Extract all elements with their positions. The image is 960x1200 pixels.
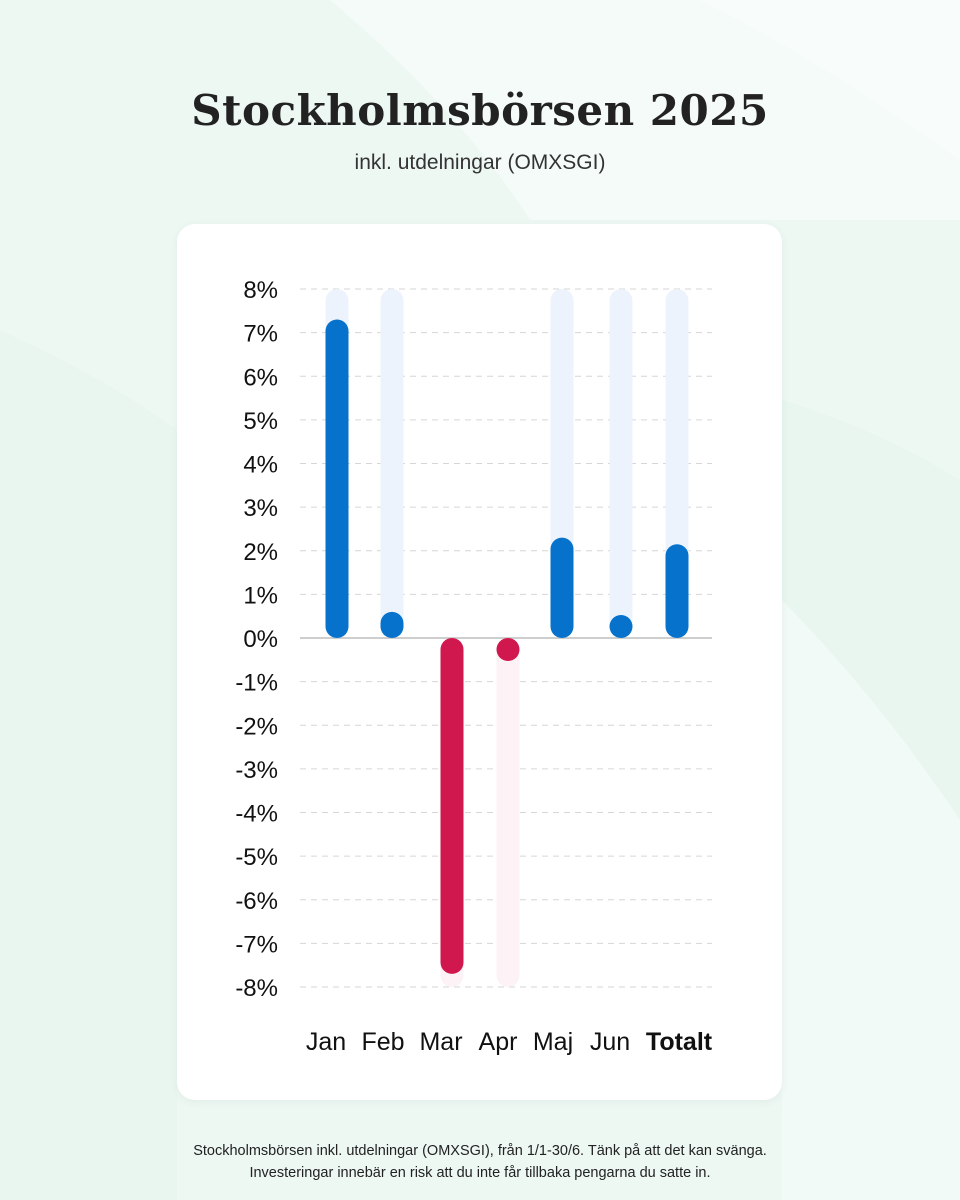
footnote-line-2: Investeringar innebär en risk att du int… xyxy=(249,1165,711,1181)
x-label-mar: Mar xyxy=(419,1028,462,1056)
y-tick-label: -7% xyxy=(235,931,278,958)
grid-layer xyxy=(300,288,712,988)
y-tick-label: 7% xyxy=(243,321,278,348)
y-tick-label: -1% xyxy=(235,670,278,697)
bar-jun xyxy=(609,615,633,638)
bar-mar xyxy=(440,638,464,974)
x-label-jun: Jun xyxy=(590,1028,630,1056)
page-subtitle: inkl. utdelningar (OMXSGI) xyxy=(354,151,606,174)
footnote-line-1: Stockholmsbörsen inkl. utdelningar (OMXS… xyxy=(193,1143,767,1159)
x-label-apr: Apr xyxy=(479,1028,518,1056)
y-tick-label: -4% xyxy=(235,801,278,828)
y-tick-label: -8% xyxy=(235,975,278,1002)
bar-layer xyxy=(325,319,689,974)
x-label-maj: Maj xyxy=(533,1028,573,1056)
bar-feb xyxy=(380,611,404,638)
x-label-totalt: Totalt xyxy=(646,1028,713,1056)
bar-jan xyxy=(325,319,349,638)
y-tick-label: -2% xyxy=(235,713,278,740)
bar-maj xyxy=(550,537,574,638)
y-tick-label: 6% xyxy=(243,364,278,391)
y-tick-label: -6% xyxy=(235,888,278,915)
y-tick-label: 5% xyxy=(243,408,278,435)
y-tick-label: 8% xyxy=(243,277,278,304)
y-tick-label: 2% xyxy=(243,539,278,566)
y-tick-label: 0% xyxy=(243,626,278,653)
footnote: Stockholmsbörsen inkl. utdelningar (OMXS… xyxy=(0,1140,960,1184)
y-tick-label: 4% xyxy=(243,452,278,479)
y-tick-label: 3% xyxy=(243,495,278,522)
y-axis-ticks: 8% 7% 6% 5% 4% 3% 2% 1% 0% -1% -2% -3% -4% -5% -6% -7% -… xyxy=(235,277,278,1002)
page-title: Stockholmsbörsen 2025 xyxy=(191,86,769,135)
x-label-feb: Feb xyxy=(361,1028,404,1056)
x-label-jan: Jan xyxy=(306,1028,346,1056)
bar-track xyxy=(380,289,404,638)
bar-track xyxy=(496,638,520,987)
x-axis-labels: Jan Feb Mar Apr Maj Jun Totalt xyxy=(306,1028,713,1056)
bar-apr xyxy=(496,638,520,661)
y-tick-label: -3% xyxy=(235,757,278,784)
bar-track xyxy=(609,289,633,638)
y-tick-label: -5% xyxy=(235,844,278,871)
bar-totalt xyxy=(665,544,689,638)
y-tick-label: 1% xyxy=(243,582,278,609)
